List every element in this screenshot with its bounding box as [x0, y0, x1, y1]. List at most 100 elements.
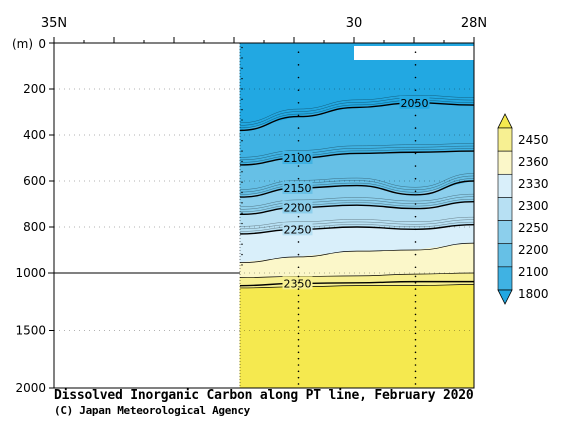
sample-point	[414, 215, 417, 218]
sample-point	[297, 383, 300, 385]
contour-label: 2100	[284, 152, 312, 165]
sample-point	[297, 64, 300, 66]
sample-point	[414, 228, 417, 231]
colorbar-segment	[497, 127, 513, 152]
chart-caption: Dissolved Inorganic Carbon along PT line…	[54, 388, 474, 417]
colorbar-bottom-arrow	[497, 289, 513, 305]
sample-point	[297, 228, 300, 231]
sample-point	[414, 266, 417, 269]
y-tick-label: 600	[23, 174, 46, 188]
contour-2050	[239, 102, 474, 132]
sample-point	[241, 222, 243, 225]
sample-point	[241, 77, 243, 80]
sample-point	[414, 294, 417, 297]
contour-label: 2200	[284, 201, 312, 214]
sample-point	[297, 241, 300, 243]
contour-label-bg	[282, 276, 313, 290]
sample-point	[414, 64, 417, 66]
colorbar-label: 1800	[518, 287, 549, 301]
contour-minor	[239, 219, 474, 230]
sample-point	[297, 275, 300, 278]
contour-minor	[239, 196, 474, 210]
sample-point	[414, 288, 417, 290]
y-tick-label: 400	[23, 128, 46, 142]
sample-point	[414, 139, 417, 142]
contour-minor	[239, 143, 474, 158]
sample-point	[297, 89, 300, 91]
colorbar-segment	[497, 197, 513, 221]
sample-point	[241, 150, 243, 152]
sample-point	[241, 253, 243, 256]
sample-point	[241, 57, 243, 59]
contour-2200	[239, 201, 474, 216]
colorbar-label: 2100	[518, 265, 549, 279]
sample-point	[297, 203, 300, 205]
colorbar-label: 2450	[518, 133, 549, 147]
sample-point	[414, 376, 417, 379]
no-data-gap	[354, 46, 474, 60]
sample-point	[241, 46, 243, 49]
sample-point	[414, 89, 417, 91]
contour-minor	[239, 145, 474, 161]
contour-minor	[239, 100, 474, 129]
contour-minor	[239, 193, 474, 207]
sample-point	[414, 190, 417, 193]
y-tick-label: 2000	[15, 381, 46, 395]
sample-point	[297, 376, 300, 379]
colorbar-segment	[497, 173, 513, 198]
sample-point	[414, 127, 417, 129]
sample-point	[241, 129, 243, 132]
sample-point	[414, 203, 417, 205]
sample-point	[414, 51, 417, 53]
sample-point	[414, 332, 417, 335]
sample-point	[297, 114, 300, 117]
colorbar-label: 2360	[518, 155, 549, 169]
sample-point	[297, 190, 300, 193]
contour-label-bg	[399, 95, 430, 109]
sample-point	[414, 338, 417, 341]
sample-point	[241, 264, 243, 266]
sample-point	[241, 98, 243, 101]
sample-point	[414, 152, 417, 155]
y-tick-label: 1500	[15, 324, 46, 338]
contour-minor	[239, 198, 474, 213]
sample-point	[297, 357, 300, 360]
sample-point	[297, 345, 300, 347]
sample-point	[297, 102, 300, 104]
sample-point	[297, 281, 300, 284]
sample-point	[241, 140, 243, 142]
contour-minor	[239, 95, 474, 124]
sample-point	[297, 364, 300, 366]
contour-2350	[239, 280, 474, 287]
contour-2150	[239, 180, 474, 198]
sample-point	[241, 202, 243, 204]
sample-point	[297, 338, 300, 341]
sample-point	[297, 253, 300, 256]
contour-label-bg	[282, 222, 313, 236]
sample-point	[297, 294, 300, 297]
x-tick-label: 30	[346, 16, 363, 31]
contour-minor	[239, 97, 474, 126]
sample-point	[297, 266, 300, 269]
contour-minor	[239, 178, 474, 195]
y-tick-label: 0	[38, 37, 46, 51]
sample-point	[414, 165, 417, 167]
sample-point	[297, 177, 300, 180]
sample-point	[241, 191, 243, 194]
sample-point	[414, 114, 417, 117]
y-axis-label: (m)	[12, 37, 33, 51]
sample-point	[241, 243, 243, 245]
sample-point	[414, 370, 417, 373]
y-tick-label: 1000	[15, 266, 46, 280]
contour-label: 2150	[284, 182, 312, 195]
sample-point	[297, 288, 300, 290]
contour-2250	[239, 224, 474, 235]
colorbar-segment	[497, 266, 513, 291]
sample-point	[297, 326, 300, 328]
sample-point	[414, 351, 417, 354]
sample-point	[414, 102, 417, 104]
contour-label-bg	[282, 180, 313, 194]
contour-minor	[239, 173, 474, 190]
contour-label: 2350	[284, 277, 312, 290]
